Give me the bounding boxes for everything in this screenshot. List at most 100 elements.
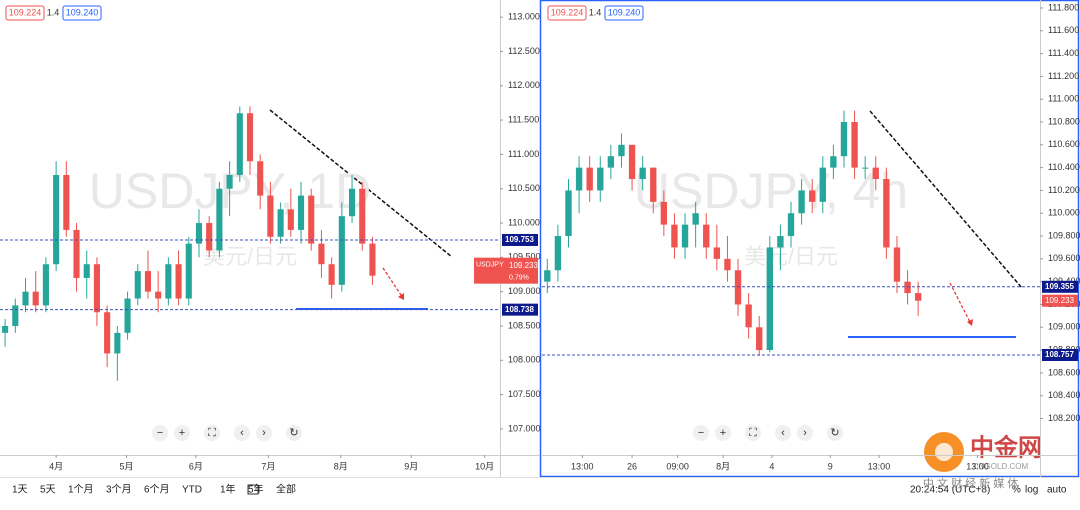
logo-slogan: 中 文 财 经 新 媒 体	[923, 476, 1018, 490]
nav-button[interactable]	[286, 425, 302, 441]
level-tag	[1042, 348, 1078, 361]
nav-button[interactable]	[827, 425, 843, 441]
candle-body	[328, 264, 335, 285]
nav-icon[interactable]: ‹	[781, 427, 785, 439]
candle-body	[914, 293, 922, 301]
x-tick-label: 4月	[49, 461, 63, 471]
range-button[interactable]: 1天	[12, 485, 28, 496]
active-panel-border	[539, 0, 1080, 478]
candle-body	[226, 175, 233, 189]
candle-body	[114, 332, 121, 354]
y-tick-label: 110.400	[1048, 162, 1080, 172]
nav-button[interactable]	[234, 425, 250, 441]
nav-button[interactable]	[204, 425, 220, 441]
y-tick-label: 110.500	[508, 183, 540, 193]
candle-body	[597, 167, 604, 191]
candle-body	[861, 167, 869, 169]
candle-body	[277, 209, 284, 237]
range-button[interactable]: 全部	[276, 483, 296, 496]
candle-body	[53, 175, 60, 265]
y-tick-label: 110.000	[1048, 208, 1080, 218]
candle-body	[575, 167, 583, 191]
percent-toggle[interactable]: %	[1012, 485, 1021, 496]
y-tick-label: 111.600	[1048, 25, 1079, 35]
bid-box[interactable]	[547, 5, 587, 21]
bid: 109.224	[9, 7, 42, 17]
nav-button[interactable]	[693, 425, 709, 441]
y-tick-label: 107.000	[508, 423, 541, 433]
candle-body	[185, 243, 192, 299]
candle-body	[607, 156, 615, 168]
x-tick-label: 8月	[334, 461, 348, 471]
candle-body	[195, 223, 203, 244]
logo-name: 中金网	[970, 433, 1042, 461]
nav-button[interactable]	[715, 425, 731, 441]
candle-body	[851, 122, 858, 168]
clock: 20:24:54 (UTC+8)	[910, 485, 990, 496]
x-tick-label: 5月	[120, 461, 134, 471]
spread: 1.4	[589, 7, 602, 17]
level-label: 108.757	[1045, 350, 1074, 359]
range-button[interactable]: 3个月	[106, 484, 132, 496]
arrow-head	[398, 293, 404, 300]
candle-body	[2, 325, 9, 333]
nav-button[interactable]	[745, 425, 761, 441]
y-tick-label: 111.400	[1048, 48, 1079, 58]
y-tick-label: 109.800	[1048, 230, 1080, 240]
level-tag	[1042, 280, 1078, 293]
candle-body	[840, 122, 848, 157]
nav-icon[interactable]: ›	[803, 427, 807, 439]
y-tick-label: 113.000	[508, 12, 540, 22]
range-button[interactable]: 6个月	[144, 484, 170, 496]
ask: 109.240	[66, 7, 99, 17]
range-button[interactable]: 5年	[248, 483, 264, 496]
range-button[interactable]: 5天	[40, 485, 56, 496]
ask-box[interactable]	[62, 5, 102, 21]
nav-button[interactable]	[256, 425, 272, 441]
nav-button[interactable]	[174, 425, 190, 441]
nav-icon[interactable]: −	[698, 427, 704, 439]
candle-body	[32, 291, 39, 306]
candle-body	[369, 243, 376, 276]
candle-body	[586, 167, 593, 191]
nav-button[interactable]	[775, 425, 791, 441]
nav-icon[interactable]: ↻	[289, 427, 298, 439]
log-toggle[interactable]: log	[1025, 485, 1038, 496]
candle-body	[893, 247, 901, 282]
range-button[interactable]: YTD	[182, 485, 202, 496]
candle-body	[206, 223, 213, 251]
nav-icon[interactable]: ›	[262, 427, 266, 439]
candle-body	[819, 167, 826, 202]
logo-icon-inner	[935, 443, 953, 461]
bid: 109.224	[551, 7, 584, 17]
range-button[interactable]: 1年	[220, 483, 236, 496]
nav-icon[interactable]: +	[179, 427, 185, 439]
nav-icon[interactable]: ↻	[830, 427, 839, 439]
nav-button[interactable]	[797, 425, 813, 441]
symbol: USDJPY	[476, 262, 504, 269]
trend-line	[869, 110, 1023, 289]
candle-body	[83, 264, 90, 278]
ask-box[interactable]	[604, 5, 644, 21]
nav-icon[interactable]: ⛶	[749, 427, 757, 439]
candle-body	[73, 229, 80, 278]
compare-icon[interactable]	[247, 484, 259, 495]
x-tick-label: 09:00	[666, 461, 689, 471]
bid-box[interactable]	[5, 5, 45, 21]
watermark-subtitle: 美元/日元	[744, 244, 838, 269]
nav-icon[interactable]: −	[157, 427, 163, 439]
candle-body	[124, 298, 131, 333]
range-button[interactable]: 1个月	[68, 484, 94, 496]
auto-toggle[interactable]: auto	[1047, 485, 1067, 496]
candle-body	[745, 304, 752, 328]
nav-icon[interactable]: ‹	[240, 427, 244, 439]
y-tick-label: 110.000	[508, 217, 540, 227]
candle-body	[628, 144, 636, 180]
nav-button[interactable]	[152, 425, 168, 441]
candle-body	[12, 305, 19, 326]
nav-icon[interactable]: +	[720, 427, 726, 439]
x-tick-label: 9	[828, 461, 833, 471]
y-tick-label: 108.500	[508, 320, 541, 330]
candle-body	[544, 270, 551, 282]
nav-icon[interactable]: ⛶	[208, 427, 216, 439]
